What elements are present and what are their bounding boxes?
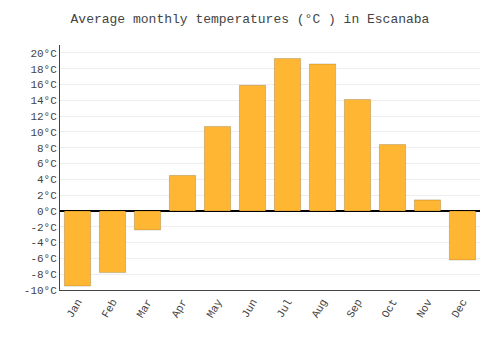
svg-text:-10°C: -10°C xyxy=(24,285,57,297)
svg-text:-8°C: -8°C xyxy=(30,269,57,281)
svg-text:10°C: 10°C xyxy=(30,127,57,139)
svg-text:12°C: 12°C xyxy=(30,111,57,123)
svg-text:Nov: Nov xyxy=(415,297,435,320)
svg-text:14°C: 14°C xyxy=(30,95,57,107)
svg-text:Dec: Dec xyxy=(450,297,470,320)
svg-text:-4°C: -4°C xyxy=(30,237,57,249)
svg-text:2°C: 2°C xyxy=(37,190,57,202)
svg-text:Feb: Feb xyxy=(100,297,120,320)
svg-text:6°C: 6°C xyxy=(37,158,57,170)
svg-text:0°C: 0°C xyxy=(37,206,57,218)
svg-text:Apr: Apr xyxy=(170,297,190,320)
svg-text:Jul: Jul xyxy=(275,297,295,320)
svg-text:-2°C: -2°C xyxy=(30,222,57,234)
svg-text:Average monthly temperatures (: Average monthly temperatures (°C ) in Es… xyxy=(71,12,430,27)
svg-text:Sep: Sep xyxy=(345,297,365,320)
svg-text:Jun: Jun xyxy=(240,297,260,320)
svg-text:-6°C: -6°C xyxy=(30,253,57,265)
svg-text:20°C: 20°C xyxy=(30,48,57,60)
svg-text:8°C: 8°C xyxy=(37,143,57,155)
svg-text:Oct: Oct xyxy=(380,297,400,320)
svg-text:18°C: 18°C xyxy=(30,64,57,76)
svg-text:16°C: 16°C xyxy=(30,79,57,91)
svg-text:4°C: 4°C xyxy=(37,174,57,186)
svg-text:Jan: Jan xyxy=(65,297,85,320)
svg-text:Aug: Aug xyxy=(310,297,330,320)
svg-text:Mar: Mar xyxy=(135,297,155,320)
svg-text:May: May xyxy=(205,297,225,320)
